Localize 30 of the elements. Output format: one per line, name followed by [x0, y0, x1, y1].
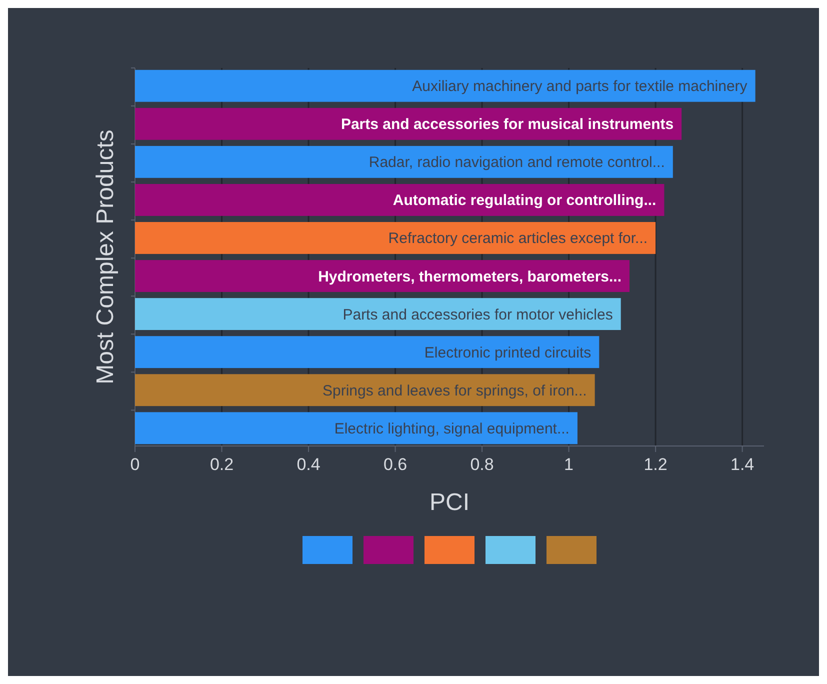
x-tick-label: 0.4: [296, 455, 320, 474]
y-tick-label: Parts and accessories for musical instruments: [340, 116, 674, 134]
x-tick-label: 0.6: [383, 455, 408, 474]
x-tick-label: 0.8: [470, 455, 494, 474]
bar: [135, 336, 600, 368]
y-tick-label: Radar, radio navigation and remote control...: [368, 154, 665, 172]
y-tick-label: Auxiliary machinery and parts for textile machinery: [412, 78, 748, 96]
y-tick-label: Springs and leaves for springs, of iron...: [322, 382, 587, 400]
bar: [135, 70, 756, 102]
y-tick-label: Electric lighting, signal equipment...: [334, 420, 570, 438]
x-tick-label: 0: [130, 455, 140, 474]
x-tick-label: 1: [564, 455, 574, 474]
bar: [135, 184, 664, 216]
y-tick-label: Hydrometers, thermometers, barometers...: [318, 268, 622, 286]
y-tick-label: Automatic regulating or controlling...: [392, 192, 656, 210]
bar: [135, 146, 673, 178]
y-tick-label: Parts and accessories for motor vehicles: [342, 306, 613, 324]
bar: [135, 298, 621, 330]
bar: [135, 374, 595, 406]
bar: [135, 222, 656, 254]
x-tick-label: 1.4: [730, 455, 754, 474]
bar: [135, 260, 630, 292]
bar: [135, 108, 682, 140]
y-axis-title: Most Complex Products: [92, 130, 119, 384]
x-axis-title: PCI: [429, 489, 470, 516]
x-tick-label: 1.2: [644, 455, 668, 474]
y-tick-label: Electronic printed circuits: [424, 344, 592, 362]
bar: [135, 412, 578, 444]
y-tick-label: Refractory ceramic articles except for...: [388, 230, 648, 248]
x-tick-label: 0.2: [210, 455, 234, 474]
